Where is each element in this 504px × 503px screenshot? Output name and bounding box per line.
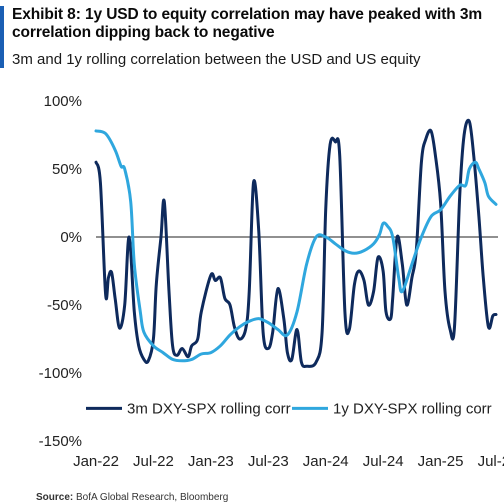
- series-line-1y: [94, 129, 498, 363]
- y-tick-label: 50%: [52, 161, 82, 178]
- x-tick-label: Jan-22: [73, 453, 119, 470]
- chart-subtitle: 3m and 1y rolling correlation between th…: [12, 51, 421, 68]
- title-accent-bar: [0, 6, 4, 68]
- y-tick-label: 100%: [44, 93, 82, 110]
- legend-1y-label: 1y DXY-SPX rolling corr: [333, 400, 492, 417]
- y-tick-label: -150%: [39, 433, 82, 450]
- x-tick-label: Jan-25: [418, 453, 464, 470]
- x-tick-label: Jul-23: [248, 453, 289, 470]
- line-chart: 100% 50% 0% -50% -100% -150% Jan-22 Jul-22 Jan-2…: [39, 93, 504, 470]
- source-label: Source:: [36, 492, 74, 503]
- x-tick-label: Jan-24: [303, 453, 349, 470]
- y-tick-label: -50%: [47, 297, 82, 314]
- chart-title: Exhibit 8: 1y USD to equity correlation …: [12, 6, 483, 41]
- x-tick-label: Jul-22: [133, 453, 174, 470]
- x-tick-label: Jan-23: [188, 453, 234, 470]
- y-tick-label: 0%: [60, 229, 82, 246]
- legend-3m-label: 3m DXY-SPX rolling corr: [127, 400, 291, 417]
- series-line-3m: [94, 118, 498, 369]
- x-tick-label: Jul-25: [478, 453, 504, 470]
- x-tick-label: Jul-24: [363, 453, 404, 470]
- source-note: Source: BofA Global Research, Bloomberg: [36, 492, 228, 503]
- y-tick-label: -100%: [39, 365, 82, 382]
- source-text: BofA Global Research, Bloomberg: [76, 492, 229, 503]
